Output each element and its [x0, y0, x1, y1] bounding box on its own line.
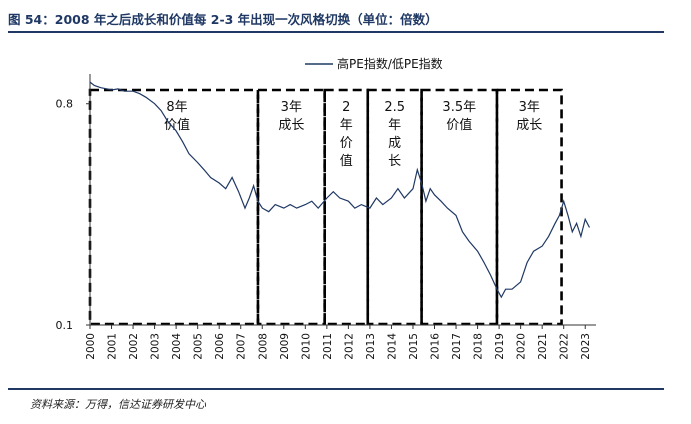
x-tick-label: 2001 — [107, 333, 119, 360]
regime-label: 8年价值 — [164, 100, 190, 133]
x-tick-label: 2013 — [365, 333, 377, 360]
source-note: 资料来源：万得，信达证券研发中心 — [30, 398, 206, 411]
regime-label: 3.5年价值 — [442, 100, 476, 133]
axes: 0.1 0.8 2000 2001 2002 2003 2004 2005 2006 2007 20… — [56, 74, 596, 360]
footer-rule — [8, 388, 664, 390]
x-tick-label: 2008 — [257, 333, 269, 360]
x-tick-label: 2018 — [473, 333, 485, 360]
x-tick-label: 2011 — [322, 333, 334, 360]
x-tick-label: 2014 — [386, 333, 398, 360]
x-tick-label: 2002 — [128, 333, 140, 360]
x-tick-label: 2017 — [451, 333, 463, 360]
legend: 高PE指数/低PE指数 — [305, 56, 443, 71]
x-tick-label: 2019 — [494, 333, 506, 360]
x-tick-label: 2015 — [408, 333, 420, 360]
x-tick-label: 2016 — [430, 333, 442, 360]
figure-title: 图 54：2008 年之后成长和价值每 2-3 年出现一次风格切换（单位：倍数） — [8, 12, 438, 27]
legend-label: 高PE指数/低PE指数 — [337, 56, 443, 71]
x-tick-label: 2007 — [236, 333, 248, 360]
regime-label: 3年成长 — [278, 100, 304, 133]
x-tick-label: 2000 — [85, 333, 97, 360]
x-tick-label: 2004 — [171, 333, 183, 360]
x-tick-label: 2023 — [580, 333, 592, 360]
x-tick-label: 2009 — [279, 333, 291, 360]
x-tick-label: 2021 — [537, 333, 549, 360]
x-tick-label: 2020 — [516, 333, 528, 360]
x-tick-label: 2006 — [214, 333, 226, 360]
regime-box — [366, 88, 423, 326]
regime-box — [495, 88, 563, 326]
regime-label: 2.5 年成长 — [384, 100, 405, 169]
series-line — [89, 81, 591, 299]
x-tick-label: 2010 — [300, 333, 312, 360]
x-tick-label: 2003 — [150, 333, 162, 360]
y-tick-label: 0.8 — [56, 98, 74, 111]
regime-label: 3年成长 — [516, 100, 542, 133]
title-rule — [8, 31, 664, 33]
style-regime-boxes: 8年价值 3年成长 2 年价值 2.5 年成长 3.5年价值 3年成长 — [88, 88, 563, 326]
x-tick-label: 2012 — [343, 333, 355, 360]
y-tick-label: 0.1 — [56, 319, 74, 332]
regime-label: 2 年价值 — [340, 100, 353, 169]
x-tick-label: 2022 — [559, 333, 571, 360]
x-tick-label: 2005 — [193, 333, 205, 360]
